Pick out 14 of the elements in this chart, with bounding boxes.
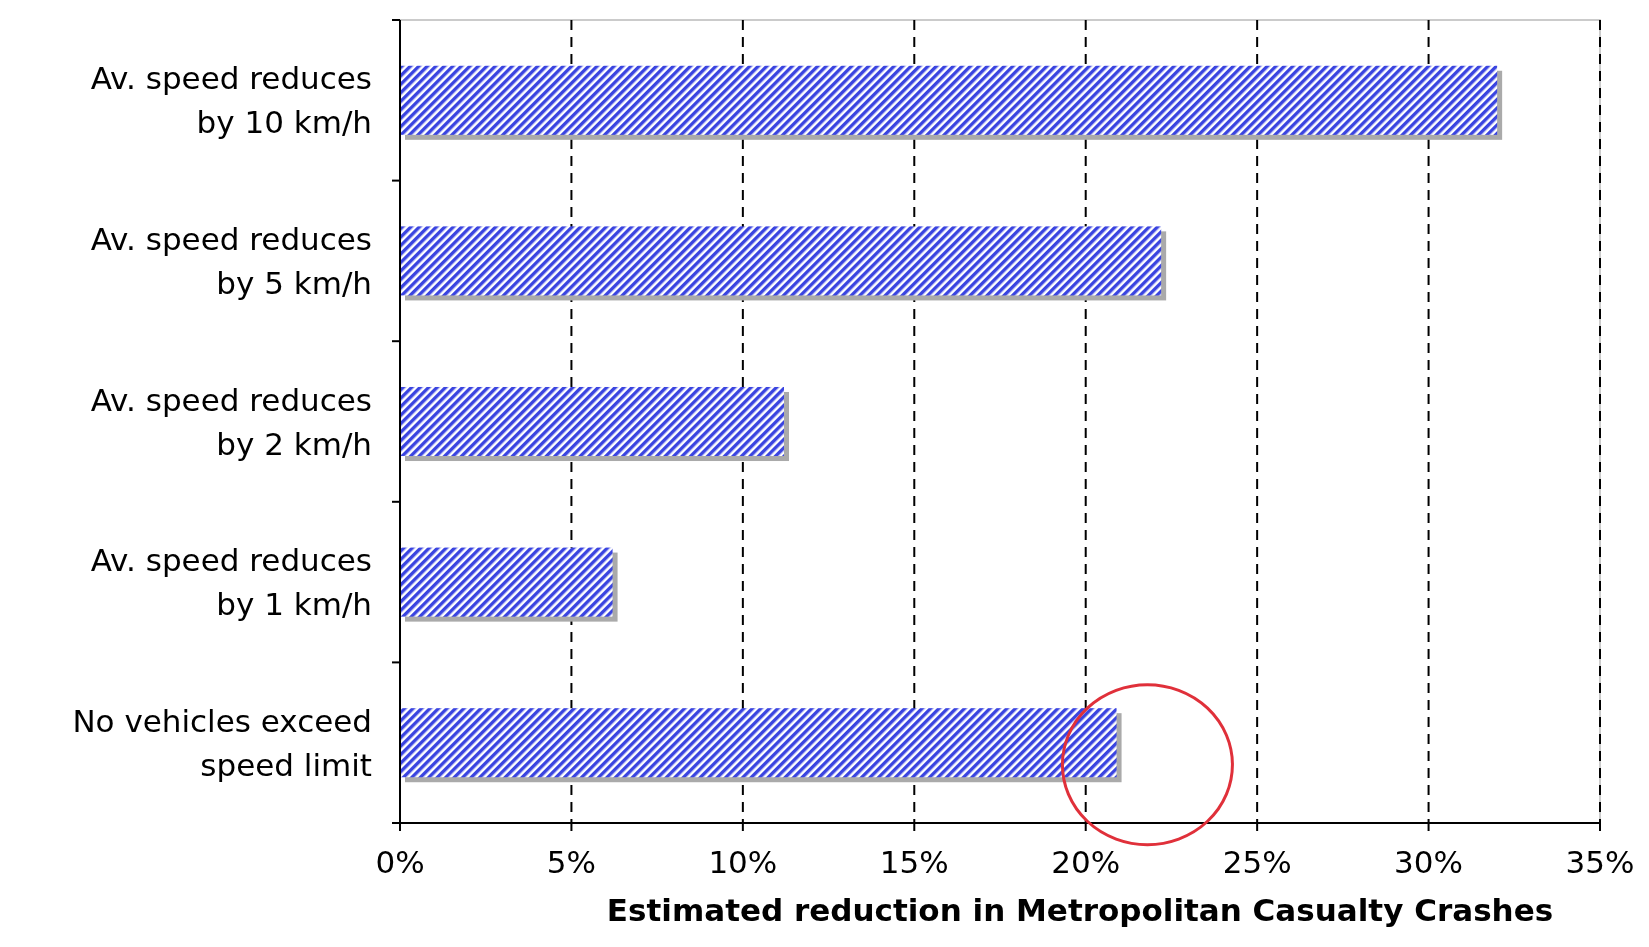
y-tick-label: Av. speed reduces by 10 km/h xyxy=(90,60,372,141)
x-tick-label: 35% xyxy=(1565,844,1635,880)
y-tick-label: No vehicles exceed speed limit xyxy=(72,702,372,783)
x-tick-label: 25% xyxy=(1222,844,1292,880)
x-tick-label: 15% xyxy=(879,844,949,880)
x-tick-label: 10% xyxy=(708,844,778,880)
y-tick-label: Av. speed reduces by 5 km/h xyxy=(90,220,372,301)
x-tick-label: 5% xyxy=(546,844,597,880)
y-tick-label: Av. speed reduces by 2 km/h xyxy=(90,381,372,462)
y-tick-label: Av. speed reduces by 1 km/h xyxy=(90,542,372,623)
x-tick-label: 30% xyxy=(1394,844,1464,880)
x-axis-title: Estimated reduction in Metropolitan Casualty Crashes xyxy=(606,892,1554,928)
x-tick-label: 20% xyxy=(1051,844,1121,880)
x-tick-label: 0% xyxy=(375,844,425,880)
